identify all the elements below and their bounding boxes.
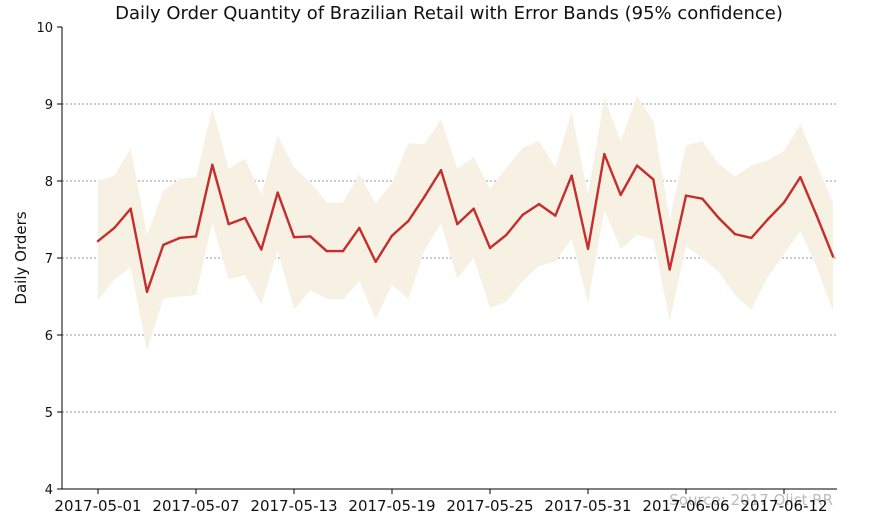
data-point (178, 236, 181, 240)
data-point (831, 255, 835, 258)
data-point (619, 193, 622, 197)
error-band (98, 96, 833, 351)
data-point (374, 260, 377, 264)
chart-title: Daily Order Quantity of Brazilian Retail… (115, 3, 783, 24)
x-tick-label: 2017-05-25 (446, 497, 533, 515)
data-point (407, 219, 410, 223)
y-tick-label: 10 (36, 21, 53, 36)
series-line (96, 152, 835, 294)
data-point (684, 194, 688, 197)
data-point (325, 249, 328, 253)
data-point (766, 218, 769, 221)
x-tick-label: 2017-05-13 (250, 497, 337, 515)
data-point (537, 202, 541, 206)
data-point (129, 207, 132, 210)
data-point (586, 247, 590, 250)
data-point (276, 191, 279, 194)
data-point (145, 290, 149, 294)
x-tick-label: 2017-06-12 (740, 497, 827, 515)
data-point (96, 239, 100, 243)
data-point (717, 216, 720, 220)
x-tick-label: 2017-05-07 (152, 497, 239, 515)
data-point (260, 248, 263, 251)
data-point (211, 163, 214, 167)
y-tick-label: 6 (45, 329, 53, 344)
y-tick-label: 9 (45, 98, 53, 113)
data-point (750, 236, 753, 240)
data-point (652, 178, 655, 181)
y-tick-label: 5 (45, 406, 53, 421)
data-point (815, 214, 818, 217)
x-tick-label: 2017-05-19 (348, 497, 435, 515)
data-point (701, 197, 704, 200)
data-point (472, 207, 475, 210)
y-axis-label: Daily Orders (12, 211, 30, 304)
data-point (194, 235, 198, 238)
y-tick-label: 8 (45, 175, 53, 190)
data-point (309, 235, 312, 238)
data-point (521, 213, 524, 217)
x-tick-label: 2017-05-01 (54, 497, 141, 515)
data-point (456, 222, 459, 226)
data-point (733, 232, 737, 236)
data-point (603, 152, 606, 156)
data-point (227, 222, 230, 226)
data-point (668, 268, 671, 271)
data-point (782, 201, 786, 204)
data-point (341, 249, 345, 253)
x-tick-label: 2017-06-06 (642, 497, 729, 515)
x-tick-label: 2017-05-31 (544, 497, 631, 515)
data-point (423, 195, 426, 198)
data-point (799, 175, 802, 179)
data-point (292, 236, 296, 239)
data-point (570, 174, 573, 177)
data-point (488, 246, 492, 250)
data-point (554, 214, 557, 217)
watermark-text: Source: 2017 Olist RR (669, 491, 833, 509)
data-point (113, 226, 116, 230)
data-point (635, 164, 639, 167)
y-tick-label: 4 (45, 483, 53, 498)
data-point (390, 234, 394, 237)
data-point (162, 243, 165, 247)
data-point (505, 233, 508, 237)
data-point (243, 216, 247, 220)
data-point (439, 169, 443, 172)
data-point (358, 226, 361, 230)
y-tick-label: 7 (45, 252, 53, 267)
